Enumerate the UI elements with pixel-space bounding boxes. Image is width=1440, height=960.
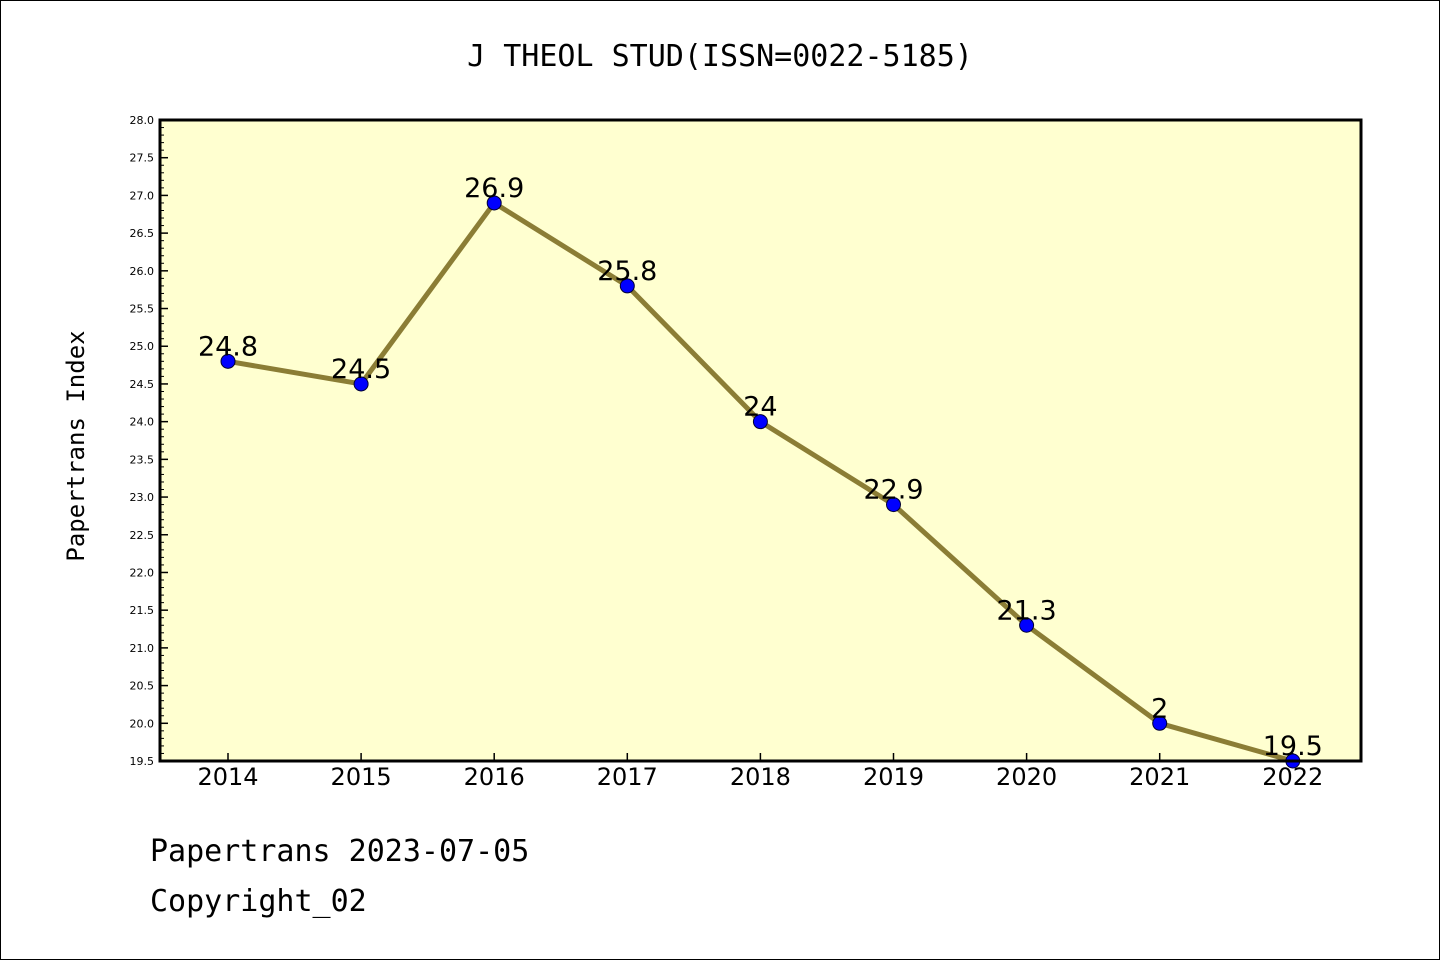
y-tick-label: 24.5	[130, 378, 155, 391]
y-tick-label: 21.0	[130, 642, 155, 655]
data-point	[886, 497, 901, 513]
y-axis-ticks: 19.5 20.0 20.5 21.0 21.5 22.0 22.5 23.0 23.5 24.0…	[130, 114, 168, 768]
y-tick-label: 21.5	[130, 604, 155, 617]
footer-date: Papertrans 2023-07-05	[150, 834, 530, 869]
data-label: 2	[1151, 693, 1168, 724]
data-label: 24.5	[331, 354, 391, 385]
data-point	[752, 414, 768, 430]
data-point	[220, 353, 236, 369]
y-tick-label: 19.5	[130, 755, 155, 768]
y-tick-label: 25.0	[130, 340, 155, 353]
y-tick-label: 22.0	[130, 566, 155, 579]
y-tick-label: 23.5	[130, 453, 155, 466]
x-tick-label: 2015	[331, 763, 392, 791]
y-tick-label: 27.0	[130, 189, 155, 202]
x-tick-label: 2018	[730, 763, 791, 791]
y-tick-label: 25.5	[130, 303, 155, 316]
x-tick-label: 2020	[996, 763, 1057, 791]
y-tick-label: 28.0	[130, 114, 155, 127]
footer-copyright: Copyright_02	[150, 884, 367, 919]
y-tick-label: 23.0	[130, 491, 155, 504]
x-tick-label: 2016	[464, 763, 525, 791]
data-label: 24	[743, 392, 777, 423]
data-point	[1152, 715, 1168, 731]
plot-area	[160, 120, 1361, 761]
data-label: 21.3	[997, 595, 1057, 626]
chart-title: J THEOL STUD(ISSN=0022-5185)	[467, 39, 973, 74]
series-group: 24.8 24.5 26.9 25.8 24 22.9 21.3 2 19.5	[198, 173, 1323, 769]
data-label: 19.5	[1263, 731, 1323, 762]
data-point	[353, 376, 369, 392]
data-point	[1019, 617, 1035, 633]
y-tick-label: 20.0	[130, 717, 155, 730]
y-tick-label: 26.0	[130, 265, 155, 278]
x-tick-label: 2019	[863, 763, 924, 791]
data-label: 25.8	[597, 256, 657, 287]
y-tick-label: 27.5	[130, 152, 155, 165]
plot-border	[158, 118, 1363, 763]
x-tick-label: 2017	[597, 763, 658, 791]
y-tick-label: 20.5	[130, 680, 155, 693]
y-tick-label: 22.5	[130, 529, 155, 542]
y-tick-label: 26.5	[130, 227, 155, 240]
y-tick-label: 24.0	[130, 416, 155, 429]
x-tick-label: 2014	[197, 763, 258, 791]
data-label: 26.9	[464, 173, 524, 204]
data-point	[486, 195, 502, 211]
x-axis-ticks: 2014 2015 2016 2017 2018 2019 2020 2021 2022	[197, 753, 1323, 791]
data-label: 22.9	[863, 475, 923, 506]
data-point	[619, 278, 635, 294]
y-axis-label: Papertrans Index	[62, 330, 90, 561]
data-label: 24.8	[198, 331, 258, 362]
x-tick-label: 2021	[1129, 763, 1190, 791]
